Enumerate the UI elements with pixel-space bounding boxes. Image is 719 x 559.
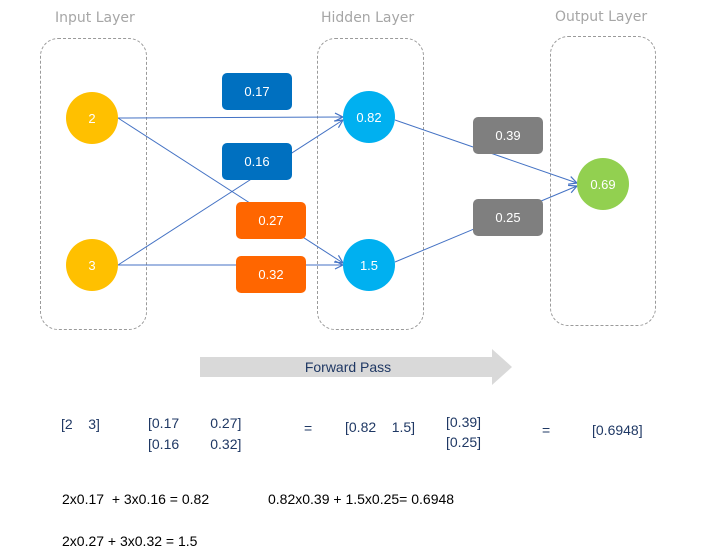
equation-hidden-2: 2x0.27 + 3x0.32 = 1.5 [62,533,198,549]
output-node: 0.69 [577,158,629,210]
output-layer-title: Output Layer [555,9,648,25]
output-weight-row-1: [0.39] [446,414,482,430]
equals-sign-1: = [304,420,313,436]
hidden-layer-title: Hidden Layer [321,10,415,26]
hidden-node-2: 1.5 [343,239,395,291]
input-node-2: 3 [66,239,118,291]
hidden-node-1: 0.82 [343,91,395,143]
equation-hidden-1: 2x0.17 + 3x0.16 = 0.82 [62,491,210,507]
weight-label-0-27: 0.27 [236,202,306,239]
weight-label-0-17: 0.17 [222,73,292,110]
result-vector: [0.6948] [592,422,643,438]
edge-in1-h2 [117,117,343,263]
forward-pass-label: Forward Pass [304,359,392,375]
weight-matrix-row-2: [0.16 0.32] [148,436,242,452]
weight-label-0-32: 0.32 [236,256,306,293]
edge-in1-h1 [117,117,343,118]
equation-output: 0.82x0.39 + 1.5x0.25= 0.6948 [268,491,455,507]
input-layer-title: Input Layer [55,10,135,26]
weight-matrix-row-1: [0.17 0.27] [148,415,242,431]
weight-label-0-16: 0.16 [222,143,292,180]
input-vector: [2 3] [61,416,100,432]
weight-label-0-39: 0.39 [473,117,543,154]
edge-in2-h1 [117,120,343,266]
weight-label-0-25: 0.25 [473,199,543,236]
input-node-1: 2 [66,92,118,144]
hidden-vector: [0.82 1.5] [345,419,416,435]
equals-sign-2: = [542,422,551,438]
output-weight-row-2: [0.25] [446,434,482,450]
